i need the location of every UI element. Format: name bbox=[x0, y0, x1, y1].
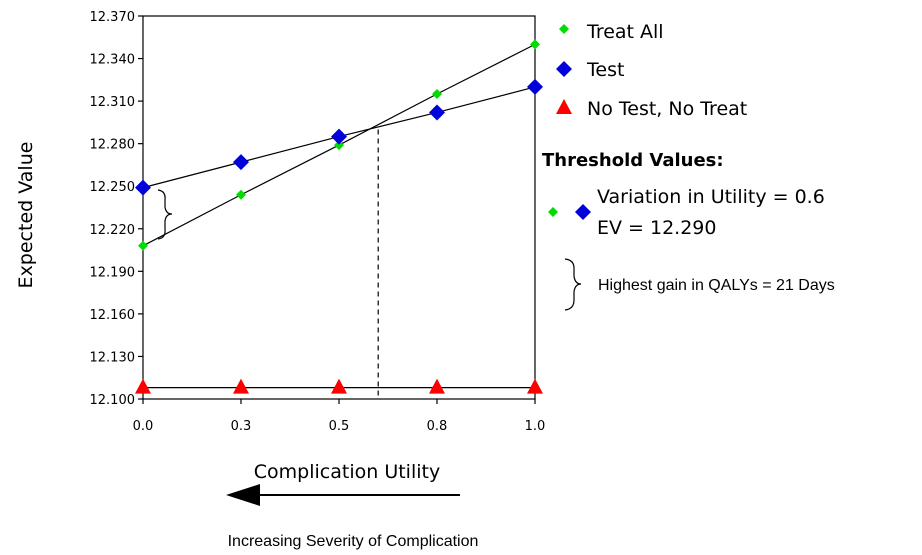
y-tick-label: 12.310 bbox=[90, 95, 136, 110]
x-tick-label: 0.0 bbox=[133, 419, 154, 434]
point-treat-all bbox=[138, 240, 148, 251]
threshold-line1: Variation in Utility = 0.6 bbox=[597, 186, 825, 208]
point-test bbox=[429, 104, 445, 121]
x-tick-label: 0.8 bbox=[427, 419, 448, 434]
plot-frame bbox=[142, 15, 536, 400]
point-test bbox=[135, 179, 151, 196]
threshold-line2: EV = 12.290 bbox=[597, 217, 716, 239]
y-axis-title: Expected Value bbox=[15, 142, 37, 289]
point-no-test bbox=[135, 378, 151, 394]
y-tick-label: 12.250 bbox=[90, 180, 136, 195]
gain-brace bbox=[157, 189, 173, 240]
point-test bbox=[233, 154, 249, 171]
y-tick-label: 12.280 bbox=[90, 138, 136, 153]
threshold-test-marker bbox=[575, 204, 591, 220]
y-tick-label: 12.220 bbox=[90, 223, 136, 238]
x-tick-label: 0.5 bbox=[329, 419, 350, 434]
point-treat-all bbox=[236, 189, 246, 200]
point-treat-all bbox=[334, 140, 344, 151]
legend-no-test-label: No Test, No Treat bbox=[587, 98, 747, 120]
legend-treat-all-label: Treat All bbox=[586, 21, 664, 43]
point-test bbox=[331, 128, 347, 145]
series-lines bbox=[142, 43, 536, 389]
legend-treat-all-marker bbox=[559, 24, 569, 34]
gain-text: Highest gain in QALYs = 21 Days bbox=[598, 277, 835, 294]
threshold-treat-all-marker bbox=[548, 207, 558, 217]
point-treat-all bbox=[432, 89, 442, 100]
y-tick-label: 12.370 bbox=[90, 10, 136, 25]
legend: Treat All Test No Test, No Treat bbox=[556, 21, 747, 120]
severity-arrow-head bbox=[226, 484, 260, 506]
x-tick-label: 0.3 bbox=[231, 419, 252, 434]
x-tick-label: 1.0 bbox=[525, 419, 546, 434]
point-no-test bbox=[233, 378, 249, 394]
y-tick-label: 12.160 bbox=[90, 308, 136, 323]
point-no-test bbox=[527, 378, 543, 394]
series-markers bbox=[135, 39, 543, 394]
legend-test-marker bbox=[556, 61, 572, 77]
point-no-test bbox=[429, 378, 445, 394]
y-tick-label: 12.190 bbox=[90, 265, 136, 280]
y-tick-label: 12.130 bbox=[90, 350, 136, 365]
point-no-test bbox=[331, 378, 347, 394]
y-tick-label: 12.340 bbox=[90, 53, 136, 68]
gain-label-brace bbox=[564, 258, 582, 311]
point-treat-all bbox=[530, 39, 540, 50]
x-axis-title: Complication Utility bbox=[254, 461, 440, 483]
y-axis: 12.100 12.130 12.160 12.190 12.220 12.250 12.2… bbox=[90, 10, 143, 408]
legend-no-test-marker bbox=[556, 99, 572, 114]
x-axis: 0.0 0.3 0.5 0.8 1.0 bbox=[133, 399, 546, 434]
legend-test-label: Test bbox=[586, 59, 624, 81]
arrow-caption: Increasing Severity of Complication bbox=[228, 533, 479, 550]
threshold-title: Threshold Values: bbox=[542, 150, 724, 171]
point-test bbox=[527, 78, 543, 95]
y-tick-label: 12.100 bbox=[90, 393, 136, 408]
